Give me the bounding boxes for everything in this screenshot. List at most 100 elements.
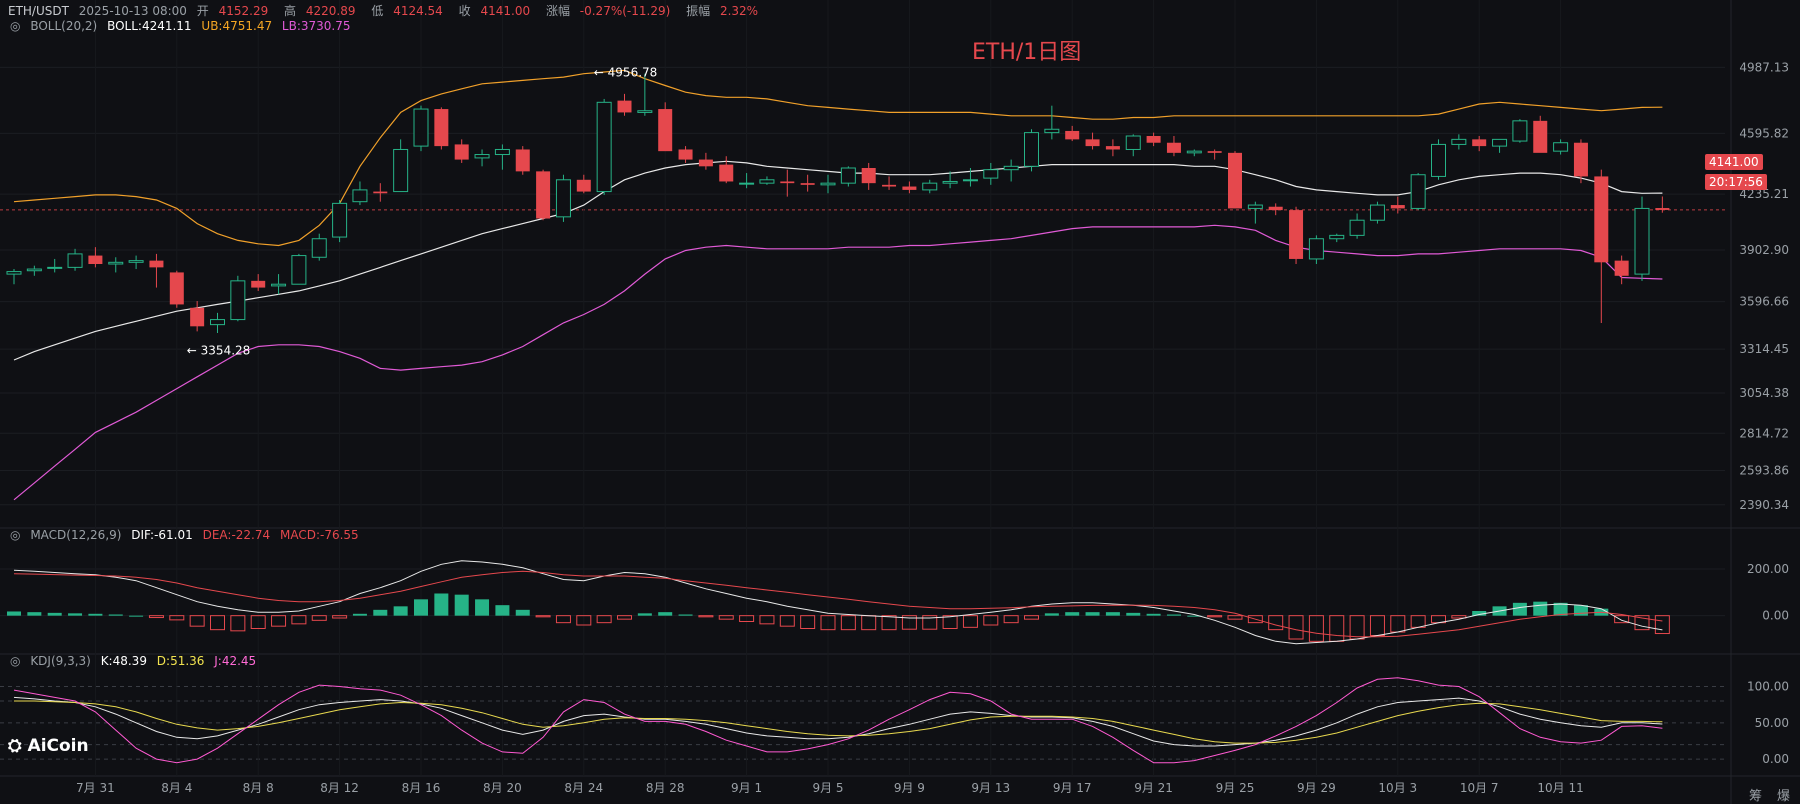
macd-bar — [658, 612, 673, 616]
time-tick-label: 8月 12 — [320, 781, 359, 795]
macd-bar — [7, 611, 21, 616]
price-annotation: ← 3354.28 — [187, 343, 251, 357]
boll-legend[interactable]: ◎ BOLL(20,2) BOLL:4241.11 UB:4751.47 LB:… — [10, 19, 357, 33]
candle-body — [169, 272, 184, 305]
macd-bar — [962, 615, 978, 628]
time-tick-label: 8月 4 — [161, 781, 192, 795]
macd-bar — [1187, 615, 1202, 617]
candle-body — [1410, 174, 1426, 209]
macd-bar — [1553, 602, 1568, 616]
time-tick-label: 9月 25 — [1216, 781, 1255, 795]
kdj-d-value: D:51.36 — [156, 654, 205, 668]
kdj-legend[interactable]: ◎ KDJ(9,3,3) K:48.39 D:51.36 J:42.45 — [10, 654, 262, 668]
macd-bar — [68, 613, 83, 616]
candle-body — [536, 171, 551, 219]
candle-body — [332, 202, 348, 238]
macd-bar — [88, 613, 103, 616]
macd-bar — [250, 615, 266, 630]
boll-mid-value: BOLL:4241.11 — [107, 19, 192, 33]
candle-body — [1024, 132, 1039, 167]
macd-bar — [47, 612, 62, 616]
macd-legend[interactable]: ◎ MACD(12,26,9) DIF:-61.01 DEA:-22.74 MA… — [10, 528, 365, 542]
candle-body — [1166, 142, 1181, 153]
macd-bar — [1024, 615, 1039, 620]
macd-bar — [1369, 615, 1385, 637]
macd-bar — [678, 614, 693, 616]
candle-body — [393, 148, 409, 193]
time-tick-label: 9月 1 — [731, 781, 762, 795]
ohlc-header: ETH/USDT 2025-10-13 08:00 开 4152.29 高 42… — [8, 2, 770, 19]
liquidation-label[interactable]: 爆 — [1776, 789, 1790, 804]
candle-body — [1553, 142, 1569, 152]
candle-body — [983, 169, 999, 179]
kdj-toggle-icon[interactable]: ◎ — [10, 654, 21, 668]
candle-body — [1003, 165, 1019, 171]
macd-bar — [576, 615, 592, 626]
candle-body — [149, 260, 164, 268]
price-tick-label: 4595.82 — [1739, 126, 1789, 140]
macd-bar — [1472, 611, 1487, 616]
boll-toggle-icon[interactable]: ◎ — [10, 19, 21, 33]
candle-body — [882, 184, 897, 187]
candle-body — [840, 167, 856, 184]
candle-body — [1228, 152, 1242, 209]
price-tick-label: 2390.34 — [1739, 498, 1789, 512]
macd-panel — [7, 560, 1670, 645]
macd-bar — [901, 615, 917, 630]
candle-body — [617, 100, 632, 113]
candle-body — [1512, 120, 1528, 142]
candle-body — [555, 179, 571, 218]
open-value: 4152.29 — [218, 4, 269, 18]
time-tick-label: 8月 24 — [564, 781, 603, 795]
candle-body — [820, 182, 836, 186]
price-tick-label: 2814.72 — [1739, 426, 1789, 440]
macd-bar — [495, 605, 510, 616]
macd-bar — [698, 615, 714, 618]
macd-bar — [230, 615, 246, 632]
boll-name: BOLL(20,2) — [30, 19, 98, 33]
macd-bar — [129, 615, 144, 617]
candle-body — [1451, 138, 1467, 145]
macd-bar — [555, 615, 571, 624]
candle-body — [1614, 260, 1629, 276]
macd-bar — [169, 615, 185, 621]
price-annotation: ← 4956.78 — [594, 66, 658, 80]
candle-body — [1146, 136, 1161, 143]
macd-bar — [1451, 615, 1467, 619]
macd-bar — [779, 615, 795, 627]
boll-middle-line — [13, 160, 1663, 361]
macd-bar — [1349, 615, 1365, 640]
change-value: -0.27%(-11.29) — [579, 4, 671, 18]
macd-bar — [475, 599, 490, 616]
macd-bar — [942, 615, 958, 630]
macd-bar — [759, 615, 775, 625]
macd-bar — [1329, 615, 1345, 642]
candle-body — [902, 186, 917, 190]
candle-body — [474, 154, 490, 159]
macd-macd-value: MACD:-76.55 — [279, 528, 359, 542]
price-tick-label: 3596.66 — [1739, 295, 1789, 309]
chart-watermark: ETH/1日图 — [972, 40, 1082, 65]
candle-body — [271, 283, 287, 287]
macd-bar — [1308, 615, 1324, 642]
macd-bar — [1512, 602, 1527, 616]
candle-body — [678, 149, 693, 160]
macd-bar — [1288, 615, 1304, 640]
candle-body — [128, 260, 144, 263]
macd-bar — [1065, 612, 1080, 616]
macd-name: MACD(12,26,9) — [30, 528, 122, 542]
macd-toggle-icon[interactable]: ◎ — [10, 528, 21, 542]
candle-body — [1329, 234, 1345, 240]
macd-bar — [1166, 614, 1181, 616]
time-tick-label: 10月 3 — [1378, 781, 1417, 795]
candle-body — [291, 255, 307, 285]
kdj-panel — [13, 677, 1663, 764]
candle-body — [1125, 135, 1141, 150]
macd-bar — [27, 612, 42, 616]
chips-label[interactable]: 筹 — [1748, 789, 1762, 804]
close-value: 4141.00 — [480, 4, 531, 18]
kdj-j-line — [13, 677, 1663, 764]
macd-bar — [311, 615, 327, 621]
